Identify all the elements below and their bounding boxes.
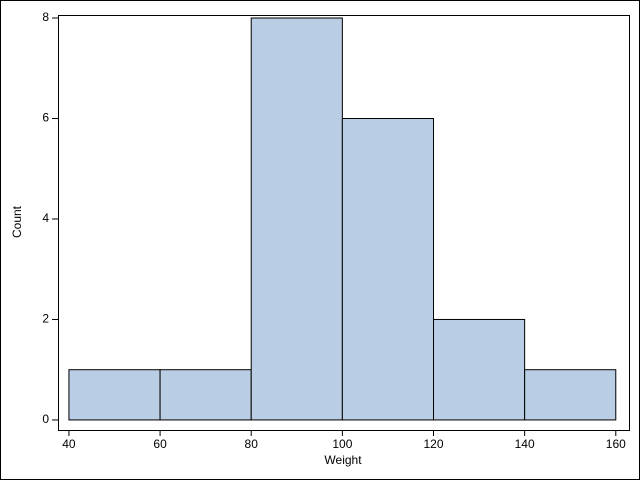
y-axis-label: Count: [10, 205, 24, 238]
bar: [68, 369, 161, 421]
bar: [433, 318, 526, 421]
x-tick-label: 160: [606, 437, 626, 451]
bar: [159, 369, 252, 421]
x-tick-label: 40: [62, 437, 76, 451]
x-axis-label: Weight: [324, 453, 362, 467]
bar: [341, 117, 435, 421]
plot-frame: [58, 15, 630, 431]
y-tick-label: 6: [42, 111, 49, 125]
x-tick-label: 140: [515, 437, 535, 451]
y-tick-label: 8: [42, 10, 49, 24]
x-tick-label: 60: [153, 437, 167, 451]
y-tick-label: 2: [42, 312, 49, 326]
x-tick-label: 120: [423, 437, 443, 451]
bar: [250, 17, 343, 421]
x-tick-label: 100: [332, 437, 352, 451]
x-tick-label: 80: [245, 437, 259, 451]
bar: [524, 369, 617, 421]
y-tick-label: 0: [42, 412, 49, 426]
y-tick-label: 4: [42, 211, 49, 225]
